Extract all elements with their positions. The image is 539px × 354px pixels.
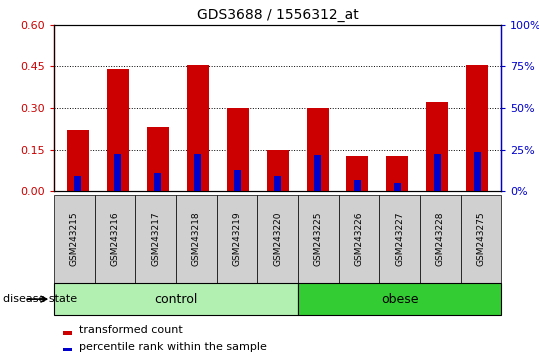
Text: GSM243225: GSM243225 <box>314 212 323 266</box>
Text: GSM243228: GSM243228 <box>436 212 445 266</box>
Text: GSM243218: GSM243218 <box>192 212 201 266</box>
Text: GSM243216: GSM243216 <box>110 212 120 266</box>
Text: percentile rank within the sample: percentile rank within the sample <box>79 342 267 352</box>
Text: GSM243275: GSM243275 <box>476 212 486 266</box>
Bar <box>267 150 288 191</box>
Bar <box>426 102 448 191</box>
Text: GSM243226: GSM243226 <box>355 212 363 266</box>
Text: GSM243217: GSM243217 <box>151 212 160 266</box>
Bar <box>154 173 161 191</box>
Bar <box>234 170 241 191</box>
Title: GDS3688 / 1556312_at: GDS3688 / 1556312_at <box>197 8 358 22</box>
Bar <box>227 108 248 191</box>
Bar <box>314 155 321 191</box>
Bar <box>67 130 89 191</box>
Bar <box>474 152 481 191</box>
Text: GSM243220: GSM243220 <box>273 212 282 266</box>
Text: GSM243227: GSM243227 <box>395 212 404 266</box>
Bar <box>63 348 72 351</box>
Bar <box>63 331 72 335</box>
Bar <box>194 154 201 191</box>
Bar <box>434 154 441 191</box>
Bar <box>394 183 401 191</box>
Text: transformed count: transformed count <box>79 325 183 335</box>
Bar <box>347 156 369 191</box>
Bar <box>74 176 81 191</box>
Text: GSM243219: GSM243219 <box>232 212 241 266</box>
Text: GSM243215: GSM243215 <box>70 212 79 266</box>
Text: control: control <box>154 293 198 306</box>
Bar <box>107 69 129 191</box>
Text: obese: obese <box>381 293 418 306</box>
Bar <box>307 108 328 191</box>
Bar <box>147 127 169 191</box>
Bar <box>354 180 361 191</box>
Text: disease state: disease state <box>3 294 77 304</box>
Bar <box>386 156 409 191</box>
Bar <box>274 176 281 191</box>
Bar <box>466 65 488 191</box>
Bar <box>186 65 209 191</box>
Bar <box>114 154 121 191</box>
